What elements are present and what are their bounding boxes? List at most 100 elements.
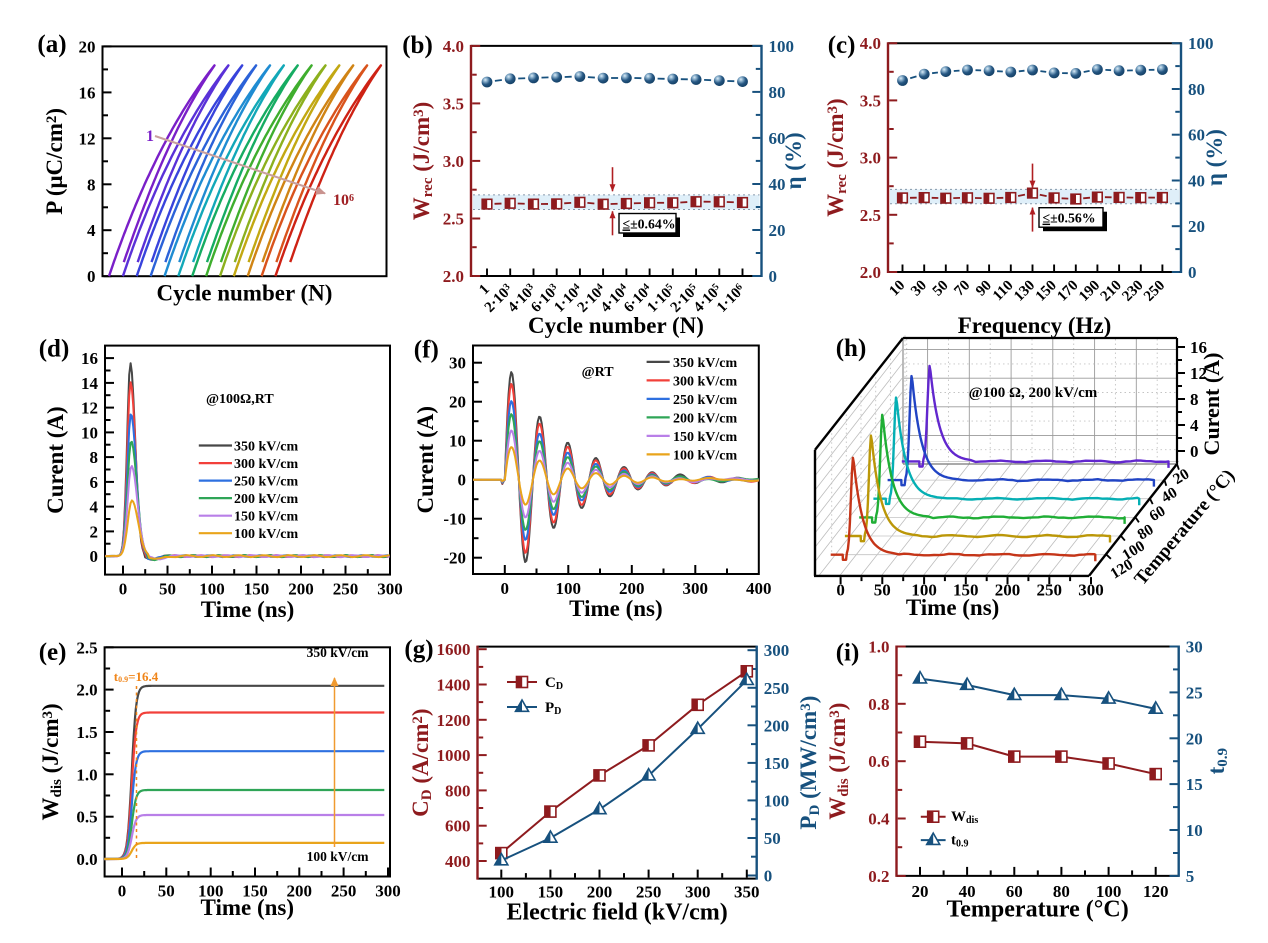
svg-text:4.0: 4.0 <box>860 34 881 53</box>
svg-text:200: 200 <box>619 579 645 598</box>
svg-text:≤±0.56%: ≤±0.56% <box>1043 211 1096 226</box>
svg-text:4.0: 4.0 <box>443 37 464 56</box>
svg-text:0: 0 <box>769 267 778 286</box>
svg-text:14: 14 <box>81 374 99 393</box>
svg-text:30: 30 <box>449 354 466 373</box>
svg-text:@100Ω,RT: @100Ω,RT <box>206 392 274 407</box>
svg-text:150: 150 <box>242 882 268 901</box>
svg-text:12: 12 <box>81 399 98 418</box>
svg-text:350: 350 <box>734 883 760 902</box>
svg-text:2.5: 2.5 <box>76 638 97 657</box>
svg-text:(e): (e) <box>39 639 67 666</box>
svg-text:250: 250 <box>636 883 662 902</box>
svg-text:150: 150 <box>953 581 979 600</box>
svg-text:(i): (i) <box>836 640 860 667</box>
svg-text:100: 100 <box>1096 882 1122 901</box>
svg-text:Temperature (°C): Temperature (°C) <box>946 897 1128 923</box>
svg-text:1·106: 1·106 <box>714 282 748 316</box>
svg-text:(a): (a) <box>37 31 66 58</box>
svg-text:400: 400 <box>746 579 772 598</box>
svg-text:0.2: 0.2 <box>868 867 889 886</box>
svg-text:0: 0 <box>90 547 99 566</box>
svg-text:0: 0 <box>119 580 128 599</box>
svg-text:200: 200 <box>995 581 1021 600</box>
svg-text:1600: 1600 <box>437 640 471 659</box>
svg-text:200: 200 <box>587 883 613 902</box>
svg-text:0: 0 <box>1190 442 1199 461</box>
svg-text:25: 25 <box>1186 683 1203 702</box>
svg-text:t0.9: t0.9 <box>1204 748 1231 774</box>
svg-text:6: 6 <box>90 473 99 492</box>
svg-text:70: 70 <box>951 278 973 300</box>
svg-text:0: 0 <box>764 867 773 886</box>
svg-text:80: 80 <box>1188 80 1205 99</box>
svg-text:0.0: 0.0 <box>76 850 97 869</box>
svg-text:250: 250 <box>1037 581 1063 600</box>
svg-text:16: 16 <box>81 349 98 368</box>
svg-text:P (μC/cm2): P (μC/cm2) <box>42 108 67 215</box>
svg-text:0: 0 <box>87 267 96 286</box>
svg-text:Wdis (J/cm3): Wdis (J/cm3) <box>38 703 65 820</box>
svg-text:350 kV/cm: 350 kV/cm <box>234 440 299 455</box>
svg-text:(h): (h) <box>836 335 867 362</box>
svg-text:150 kV/cm: 150 kV/cm <box>234 510 299 525</box>
svg-text:Wrec (J/cm3): Wrec (J/cm3) <box>409 102 436 221</box>
svg-text:60: 60 <box>769 129 786 148</box>
svg-text:t0.9=16.4: t0.9=16.4 <box>114 669 159 684</box>
svg-text:3.5: 3.5 <box>860 91 881 110</box>
svg-text:40: 40 <box>1158 484 1180 507</box>
svg-text:Time (ns): Time (ns) <box>569 596 663 621</box>
svg-text:50: 50 <box>874 581 891 600</box>
svg-text:100: 100 <box>489 883 515 902</box>
svg-text:60: 60 <box>1006 882 1023 901</box>
svg-text:300: 300 <box>377 580 403 599</box>
svg-text:80: 80 <box>1053 882 1070 901</box>
svg-text:16: 16 <box>79 83 96 102</box>
svg-text:250: 250 <box>1141 278 1168 305</box>
svg-text:t0.9: t0.9 <box>951 833 969 850</box>
svg-text:5: 5 <box>1186 867 1195 886</box>
svg-text:0: 0 <box>1188 263 1197 282</box>
svg-text:250: 250 <box>333 580 359 599</box>
svg-text:90: 90 <box>973 278 995 300</box>
svg-text:300: 300 <box>764 641 790 660</box>
svg-text:250: 250 <box>764 679 790 698</box>
svg-text:200: 200 <box>764 716 790 735</box>
svg-text:120: 120 <box>1143 882 1169 901</box>
svg-text:2.0: 2.0 <box>76 681 97 700</box>
svg-text:0: 0 <box>458 471 467 490</box>
svg-text:≤±0.64%: ≤±0.64% <box>623 217 676 232</box>
svg-text:800: 800 <box>445 781 471 800</box>
svg-text:250: 250 <box>331 882 357 901</box>
svg-text:0: 0 <box>501 579 510 598</box>
svg-text:200: 200 <box>288 580 314 599</box>
svg-text:(c): (c) <box>828 32 856 59</box>
svg-text:150: 150 <box>538 883 564 902</box>
svg-text:0: 0 <box>118 882 127 901</box>
svg-text:3.0: 3.0 <box>443 152 464 171</box>
svg-text:106: 106 <box>333 192 354 209</box>
svg-text:Curent (A): Curent (A) <box>43 406 68 514</box>
svg-text:300 kV/cm: 300 kV/cm <box>673 374 738 389</box>
svg-text:3.5: 3.5 <box>443 94 464 113</box>
svg-text:@100 Ω, 200 kV/cm: @100 Ω, 200 kV/cm <box>969 385 1098 401</box>
svg-text:20: 20 <box>449 393 466 412</box>
svg-text:300: 300 <box>685 883 711 902</box>
svg-text:2: 2 <box>90 522 99 541</box>
svg-text:300: 300 <box>1078 581 1104 600</box>
svg-text:Cycle number (N): Cycle number (N) <box>528 313 704 338</box>
svg-text:30: 30 <box>908 277 930 299</box>
svg-text:Wdis: Wdis <box>951 809 978 826</box>
svg-text:350 kV/cm: 350 kV/cm <box>673 356 738 371</box>
svg-text:10: 10 <box>886 278 908 300</box>
svg-text:4: 4 <box>87 221 96 240</box>
svg-text:200: 200 <box>287 882 313 901</box>
svg-text:3.0: 3.0 <box>860 149 881 168</box>
svg-text:150: 150 <box>244 580 270 599</box>
svg-text:350 kV/cm: 350 kV/cm <box>307 645 370 660</box>
svg-text:12: 12 <box>79 129 96 148</box>
svg-text:60: 60 <box>1146 502 1168 525</box>
svg-text:200 kV/cm: 200 kV/cm <box>673 411 738 426</box>
svg-text:100 kV/cm: 100 kV/cm <box>673 448 738 463</box>
svg-text:200 kV/cm: 200 kV/cm <box>234 492 299 507</box>
